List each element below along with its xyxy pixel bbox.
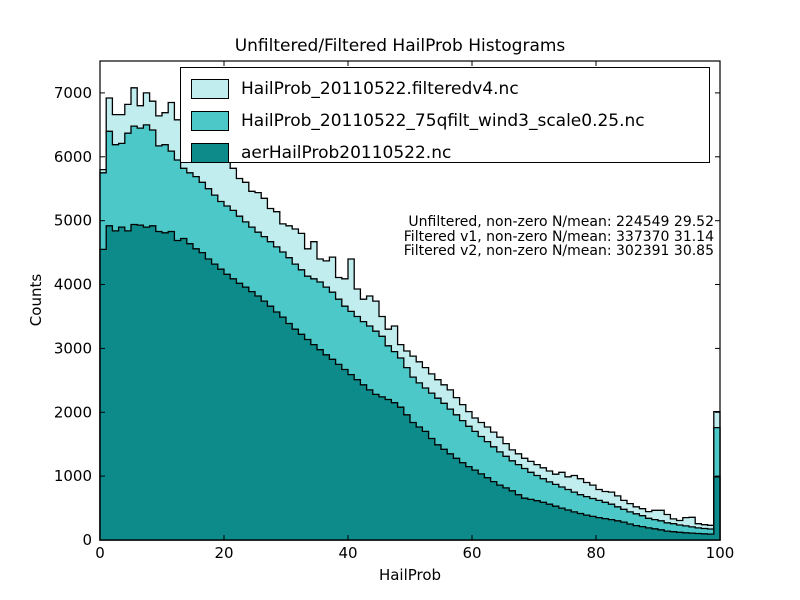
legend-item: aerHailProb20110522.nc xyxy=(191,137,709,169)
y-tick-label: 6000 xyxy=(54,148,92,166)
legend-swatch-aerhailprob xyxy=(191,143,229,163)
y-tick-label: 1000 xyxy=(54,467,92,485)
stats-annotation: Unfiltered, non-zero N/mean: 224549 29.5… xyxy=(404,215,714,259)
y-tick-label: 3000 xyxy=(54,339,92,357)
stats-line-filtered-v1: Filtered v1, non-zero N/mean: 337370 31.… xyxy=(403,228,714,245)
x-tick-label: 60 xyxy=(462,544,481,562)
legend-item: HailProb_20110522_75qfilt_wind3_scale0.2… xyxy=(191,105,709,137)
plot-border xyxy=(99,60,721,541)
y-tick-label: 2000 xyxy=(54,403,92,421)
histogram-series-2 xyxy=(99,223,721,541)
chart-title: Unfiltered/Filtered HailProb Histograms xyxy=(234,36,566,56)
legend-swatch-filteredv4 xyxy=(191,79,229,99)
y-tick-label: 0 xyxy=(82,531,92,549)
legend-swatch-75qfilt xyxy=(191,111,229,131)
y-tick-label: 4000 xyxy=(54,276,92,294)
y-tick-label: 5000 xyxy=(54,212,92,230)
x-tick-label: 20 xyxy=(214,544,233,562)
stats-line-filtered-v2: Filtered v2, non-zero N/mean: 302391 30.… xyxy=(403,243,714,259)
legend-label: HailProb_20110522.filteredv4.nc xyxy=(241,79,519,99)
x-axis-label: HailProb xyxy=(378,566,442,584)
x-tick-label: 80 xyxy=(586,544,605,562)
legend-label: aerHailProb20110522.nc xyxy=(241,143,452,163)
y-tick-label: 7000 xyxy=(54,84,92,102)
legend-item: HailProb_20110522.filteredv4.nc xyxy=(191,73,709,105)
x-tick-label: 0 xyxy=(95,544,105,562)
legend-label: HailProb_20110522_75qfilt_wind3_scale0.2… xyxy=(241,111,645,131)
legend: HailProb_20110522.filteredv4.nc HailProb… xyxy=(180,67,710,163)
x-tick-label: 100 xyxy=(706,544,735,562)
y-axis-label: Counts xyxy=(27,273,45,327)
x-tick-label: 40 xyxy=(338,544,357,562)
stats-line-unfiltered: Unfiltered, non-zero N/mean: 224549 29.5… xyxy=(408,214,714,230)
